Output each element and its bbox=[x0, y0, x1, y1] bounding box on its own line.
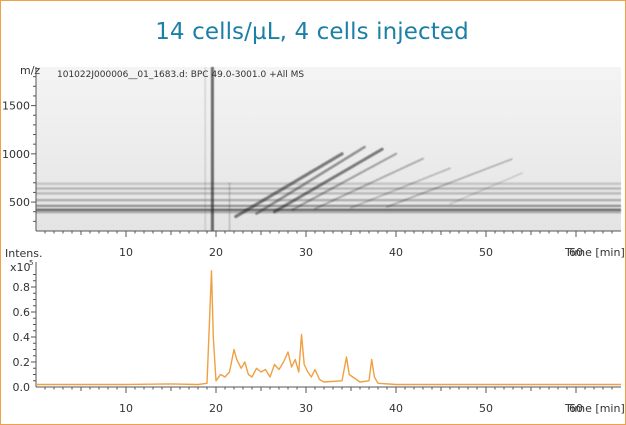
chromatogram-y-tick-label: 0.2 bbox=[13, 356, 31, 369]
intensity-scale-base: x10 bbox=[10, 261, 31, 274]
heatmap-diagonal-streak bbox=[449, 172, 523, 205]
heatmap-faint-streak bbox=[228, 182, 231, 231]
heatmap-panel: 101022J000006__01_1683.d: BPC 49.0-3001.… bbox=[2, 64, 625, 259]
chromatogram-axes: 0.0 0.2 0.4 0.6 0.8 10 20 30 40 50 60 bbox=[13, 262, 621, 415]
heatmap-band bbox=[36, 187, 621, 190]
chromatogram-x-tick-label: 60 bbox=[569, 402, 583, 415]
heatmap-diagonal-streak bbox=[291, 152, 398, 211]
heatmap-background bbox=[36, 67, 621, 231]
heatmap-diagonal-streak bbox=[350, 167, 451, 209]
chromatogram-x-tick-label: 40 bbox=[389, 402, 403, 415]
heatmap-axes: 500 1000 1500 10 20 30 40 50 60 bbox=[2, 67, 621, 259]
heatmap-diagonal-streak bbox=[386, 157, 514, 208]
heatmap-band bbox=[36, 182, 621, 185]
heatmap-x-tick-label: 20 bbox=[209, 246, 223, 259]
heatmap-stripes bbox=[36, 67, 621, 231]
heatmap-band bbox=[36, 204, 621, 208]
heatmap-band bbox=[36, 198, 621, 202]
heatmap-x-tick-label: 60 bbox=[569, 246, 583, 259]
heatmap-band bbox=[36, 208, 621, 211]
chromatogram-x-tick-label: 50 bbox=[479, 402, 493, 415]
figure-title: 14 cells/µL, 4 cells injected bbox=[155, 19, 469, 45]
heatmap-diagonal-streak bbox=[255, 145, 366, 215]
chromatogram-x-tick-label: 20 bbox=[209, 402, 223, 415]
chromatogram-x-tick-label: 30 bbox=[299, 402, 313, 415]
heatmap-annotation: 101022J000006__01_1683.d: BPC 49.0-3001.… bbox=[57, 70, 304, 80]
chromatogram-y-tick-label: 0.4 bbox=[13, 331, 31, 344]
chromatogram-y-tick-label: 0.0 bbox=[13, 381, 31, 394]
heatmap-y-label: m/z bbox=[20, 64, 40, 77]
heatmap-y-tick-label: 500 bbox=[9, 196, 30, 209]
heatmap-x-tick-label: 50 bbox=[479, 246, 493, 259]
heatmap-x-tick-label: 10 bbox=[119, 246, 133, 259]
heatmap-band bbox=[36, 192, 621, 195]
heatmap-band bbox=[36, 210, 621, 214]
heatmap-x-tick-label: 40 bbox=[389, 246, 403, 259]
heatmap-streaks bbox=[234, 145, 523, 219]
chromatogram-panel: Intens. x10 5 0.0 0.2 0.4 0.6 0.8 10 20 30 40 50 6… bbox=[5, 247, 625, 415]
chromatogram-x-label: Time [min] bbox=[564, 402, 625, 415]
intensity-scale-exponent: 5 bbox=[29, 259, 33, 267]
chromatogram-y-tick-label: 0.6 bbox=[13, 306, 31, 319]
heatmap-x-tick-label: 30 bbox=[299, 246, 313, 259]
heatmap-diagonal-streak bbox=[234, 152, 344, 219]
heatmap-x-label: Time [min] bbox=[564, 246, 625, 259]
heatmap-faint-streak bbox=[204, 67, 206, 231]
chromatogram-series-line bbox=[36, 270, 621, 386]
heatmap-diagonal-streak bbox=[314, 157, 424, 210]
heatmap-diagonal-streak bbox=[273, 147, 384, 214]
heatmap-injection-streak bbox=[210, 67, 214, 231]
heatmap-y-tick-label: 1500 bbox=[2, 100, 30, 113]
intensity-label: Intens. bbox=[5, 247, 43, 260]
heatmap-y-tick-label: 1000 bbox=[2, 148, 30, 161]
chromatogram-x-tick-label: 10 bbox=[119, 402, 133, 415]
chromatogram-y-tick-label: 0.8 bbox=[13, 281, 31, 294]
